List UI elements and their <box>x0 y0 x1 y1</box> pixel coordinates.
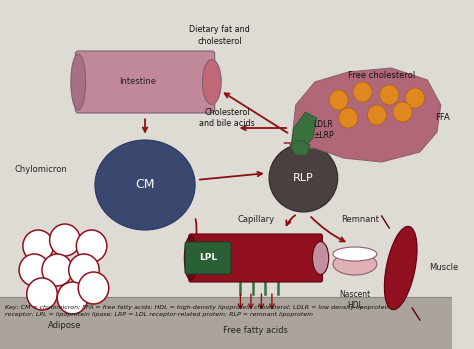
Circle shape <box>50 224 80 256</box>
Circle shape <box>405 88 425 108</box>
Polygon shape <box>291 112 317 152</box>
Ellipse shape <box>333 253 377 275</box>
Text: Capillary: Capillary <box>237 215 274 224</box>
Circle shape <box>42 254 73 286</box>
Text: Key: CM = chylomicron; FFA = free fatty acids; HDL = high-density lipoprotein ch: Key: CM = chylomicron; FFA = free fatty … <box>5 305 390 317</box>
Polygon shape <box>291 140 310 155</box>
Text: Chylomicron: Chylomicron <box>14 165 67 174</box>
Text: FFA: FFA <box>435 113 450 122</box>
Circle shape <box>367 105 386 125</box>
FancyBboxPatch shape <box>189 234 322 282</box>
Ellipse shape <box>384 226 417 310</box>
Text: Dietary fat and
cholesterol: Dietary fat and cholesterol <box>189 25 250 46</box>
Circle shape <box>353 82 372 102</box>
Text: Nascent
HDL: Nascent HDL <box>339 290 371 310</box>
Text: Remnant: Remnant <box>342 215 380 224</box>
Text: LDLR
±LRP: LDLR ±LRP <box>313 120 334 140</box>
Text: RLP: RLP <box>293 173 314 183</box>
Text: Adipose: Adipose <box>48 321 82 331</box>
Ellipse shape <box>184 236 197 280</box>
Circle shape <box>27 278 57 310</box>
Polygon shape <box>291 68 441 162</box>
Text: Free cholesterol: Free cholesterol <box>348 70 415 80</box>
Text: Free fatty acids: Free fatty acids <box>223 326 288 335</box>
FancyBboxPatch shape <box>185 242 231 274</box>
Ellipse shape <box>312 242 328 275</box>
Circle shape <box>57 282 88 314</box>
Circle shape <box>380 85 399 105</box>
Text: Intestine: Intestine <box>119 77 156 87</box>
Text: LPL: LPL <box>199 253 217 262</box>
Circle shape <box>69 254 99 286</box>
Text: Cholesterol
and bile acids: Cholesterol and bile acids <box>199 107 255 128</box>
Circle shape <box>339 108 358 128</box>
Ellipse shape <box>71 54 86 110</box>
Circle shape <box>393 102 412 122</box>
Circle shape <box>76 230 107 262</box>
Text: CM: CM <box>135 178 155 192</box>
FancyBboxPatch shape <box>75 51 215 113</box>
Ellipse shape <box>202 60 221 104</box>
Circle shape <box>329 90 348 110</box>
Ellipse shape <box>95 140 195 230</box>
Bar <box>0 297 452 349</box>
Circle shape <box>78 272 109 304</box>
Text: Muscle: Muscle <box>429 263 458 273</box>
Circle shape <box>19 254 50 286</box>
Circle shape <box>23 230 54 262</box>
Ellipse shape <box>333 247 377 261</box>
Ellipse shape <box>269 144 338 212</box>
